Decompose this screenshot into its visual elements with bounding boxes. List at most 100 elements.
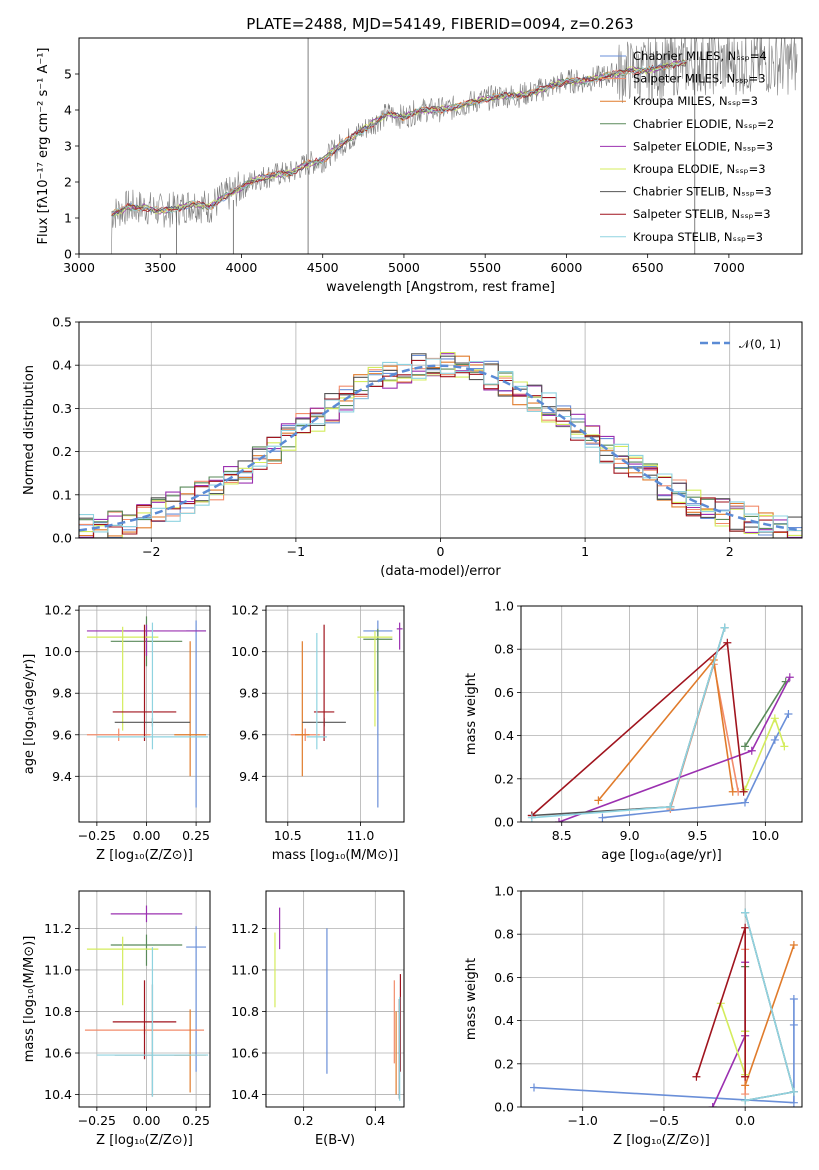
weight-line — [533, 999, 795, 1104]
weight-marker — [741, 1072, 750, 1081]
x-tick-label: 9.0 — [620, 828, 640, 843]
legend-entry: Chabrier ELODIE, Nₛₛₚ=2 — [633, 117, 774, 131]
y-tick-label: 9.4 — [52, 769, 72, 784]
plot-frame — [78, 890, 211, 1108]
x-tick-label: 10.0 — [751, 828, 779, 843]
chart-mass-vs-z: −0.25 0.00 0.25 10.4 10.6 10.8 11.0 11.2 Z [log₁… — [22, 890, 211, 1148]
weight-marker — [740, 798, 749, 807]
panels: 3000 3500 4000 4500 5000 5500 6000 6500 7000 0 1 2 3… — [22, 37, 803, 1148]
x-tick-label: −1 — [287, 544, 305, 559]
chart-mass-vs-ebv: 0.2 0.4 10.4 10.6 10.8 11.0 11.2 E(B-V) — [231, 890, 405, 1148]
weight-marker — [785, 673, 794, 682]
y-tick-label: 0.0 — [52, 531, 72, 546]
plot-frame — [78, 605, 211, 823]
y-tick-label: 5 — [64, 67, 72, 82]
weight-marker — [692, 1072, 701, 1081]
plot-area — [79, 351, 802, 538]
x-axis-label: E(B-V) — [315, 1133, 355, 1148]
weight-marker — [789, 941, 798, 949]
y-tick-label: 11.0 — [44, 962, 72, 977]
legend-entry: Kroupa MILES, Nₛₛₚ=3 — [633, 94, 758, 108]
weight-marker — [728, 787, 737, 796]
weight-marker — [789, 1087, 798, 1096]
x-tick-label: 0.25 — [182, 828, 210, 843]
y-tick-label: 10.4 — [231, 1087, 259, 1102]
x-axis-label: Z [log₁₀(Z/Z⊙)] — [613, 1133, 710, 1148]
y-tick-label: 0 — [64, 247, 72, 262]
x-tick-label: 4500 — [307, 260, 339, 275]
x-tick-label: 5500 — [469, 260, 501, 275]
weight-line — [744, 681, 787, 747]
weight-marker — [720, 623, 729, 632]
x-axis-label: (data-model)/error — [380, 564, 501, 579]
x-tick-label: 11.0 — [346, 828, 374, 843]
x-tick-label: 0.0 — [735, 1113, 755, 1128]
weight-marker — [741, 1096, 750, 1105]
x-axis-label: wavelength [Angstrom, rest frame] — [326, 280, 555, 295]
x-tick-label: 4000 — [226, 260, 258, 275]
y-tick-label: 10.0 — [44, 644, 72, 659]
chart-weight-vs-age: 8.5 9.0 9.5 10.0 0.0 0.2 0.4 0.6 0.8 1.0 age [log₁… — [464, 599, 803, 863]
y-tick-label: 0.4 — [494, 728, 514, 743]
y-tick-label: 11.2 — [231, 921, 259, 936]
spectrum-title: PLATE=2488, MJD=54149, FIBERID=0094, z=0… — [246, 15, 633, 33]
x-tick-label: −2 — [142, 544, 160, 559]
weight-marker — [666, 802, 675, 811]
x-tick-label: 1 — [581, 544, 589, 559]
x-tick-label: 0.2 — [294, 1113, 314, 1128]
y-tick-label: 9.4 — [239, 769, 259, 784]
y-tick-label: 3 — [64, 139, 72, 154]
x-tick-label: −0.25 — [78, 828, 116, 843]
plot-area — [527, 623, 794, 822]
x-tick-label: 0.00 — [133, 828, 161, 843]
y-tick-label: 10.0 — [231, 644, 259, 659]
plot-frame — [520, 605, 803, 823]
x-tick-label: 5000 — [388, 260, 420, 275]
plot-area — [84, 905, 209, 1097]
weight-marker — [780, 742, 789, 751]
weight-marker — [789, 995, 798, 1003]
plot-area — [86, 616, 209, 808]
y-tick-label: 1 — [64, 211, 72, 226]
legend-entry: Kroupa STELIB, Nₛₛₚ=3 — [633, 230, 763, 244]
y-tick-label: 10.4 — [44, 1087, 72, 1102]
y-tick-label: 0.5 — [52, 315, 72, 330]
weight-line — [602, 713, 790, 819]
y-axis-label: Flux [fλ10⁻¹⁷ erg cm⁻² s⁻¹ A⁻¹] — [36, 48, 51, 245]
x-tick-label: 0.4 — [365, 1113, 385, 1128]
y-tick-label: 9.8 — [239, 686, 259, 701]
x-tick-label: −0.5 — [649, 1113, 679, 1128]
y-tick-label: 10.6 — [231, 1046, 259, 1061]
plot-frame — [265, 605, 405, 823]
plot-frame — [78, 37, 803, 255]
weight-marker — [740, 742, 749, 751]
y-tick-label: 10.8 — [44, 1004, 72, 1019]
y-axis-label: mass weight — [464, 673, 479, 755]
y-tick-label: 9.6 — [52, 727, 72, 742]
y-axis-label: mass [log₁₀(M/M⊙)] — [22, 936, 37, 1063]
x-axis-label: Z [log₁₀(Z/Z⊙)] — [96, 1133, 193, 1148]
x-tick-label: 7000 — [713, 260, 745, 275]
chart-weight-vs-z: −1.0 −0.5 0.0 0.0 0.2 0.4 0.6 0.8 1.0 Z [log₁₀(Z/… — [464, 884, 803, 1148]
x-tick-label: 0.00 — [133, 1113, 161, 1128]
x-axis-label: Z [log₁₀(Z/Z⊙)] — [96, 848, 193, 863]
plot-area — [274, 907, 402, 1101]
y-tick-label: 10.2 — [44, 603, 72, 618]
weight-marker — [741, 1081, 750, 1090]
y-tick-label: 11.2 — [44, 921, 72, 936]
x-tick-label: 0 — [437, 544, 445, 559]
legend-entry: 𝒩(0, 1) — [739, 337, 781, 351]
x-tick-label: 0.25 — [182, 1113, 210, 1128]
weight-marker — [739, 787, 748, 796]
weight-marker — [770, 714, 779, 723]
observed-spectrum — [111, 38, 798, 254]
y-tick-label: 0.3 — [52, 401, 72, 416]
y-tick-label: 0.0 — [494, 1100, 514, 1115]
plot-frame — [265, 890, 405, 1108]
legend-entry: Kroupa ELODIE, Nₛₛₚ=3 — [633, 162, 766, 176]
legend-entry: Salpeter MILES, Nₛₛₚ=3 — [633, 72, 766, 86]
y-tick-label: 0.4 — [52, 358, 72, 373]
residual-histogram — [79, 359, 802, 538]
plot-area — [290, 620, 403, 808]
x-tick-label: 6500 — [632, 260, 664, 275]
